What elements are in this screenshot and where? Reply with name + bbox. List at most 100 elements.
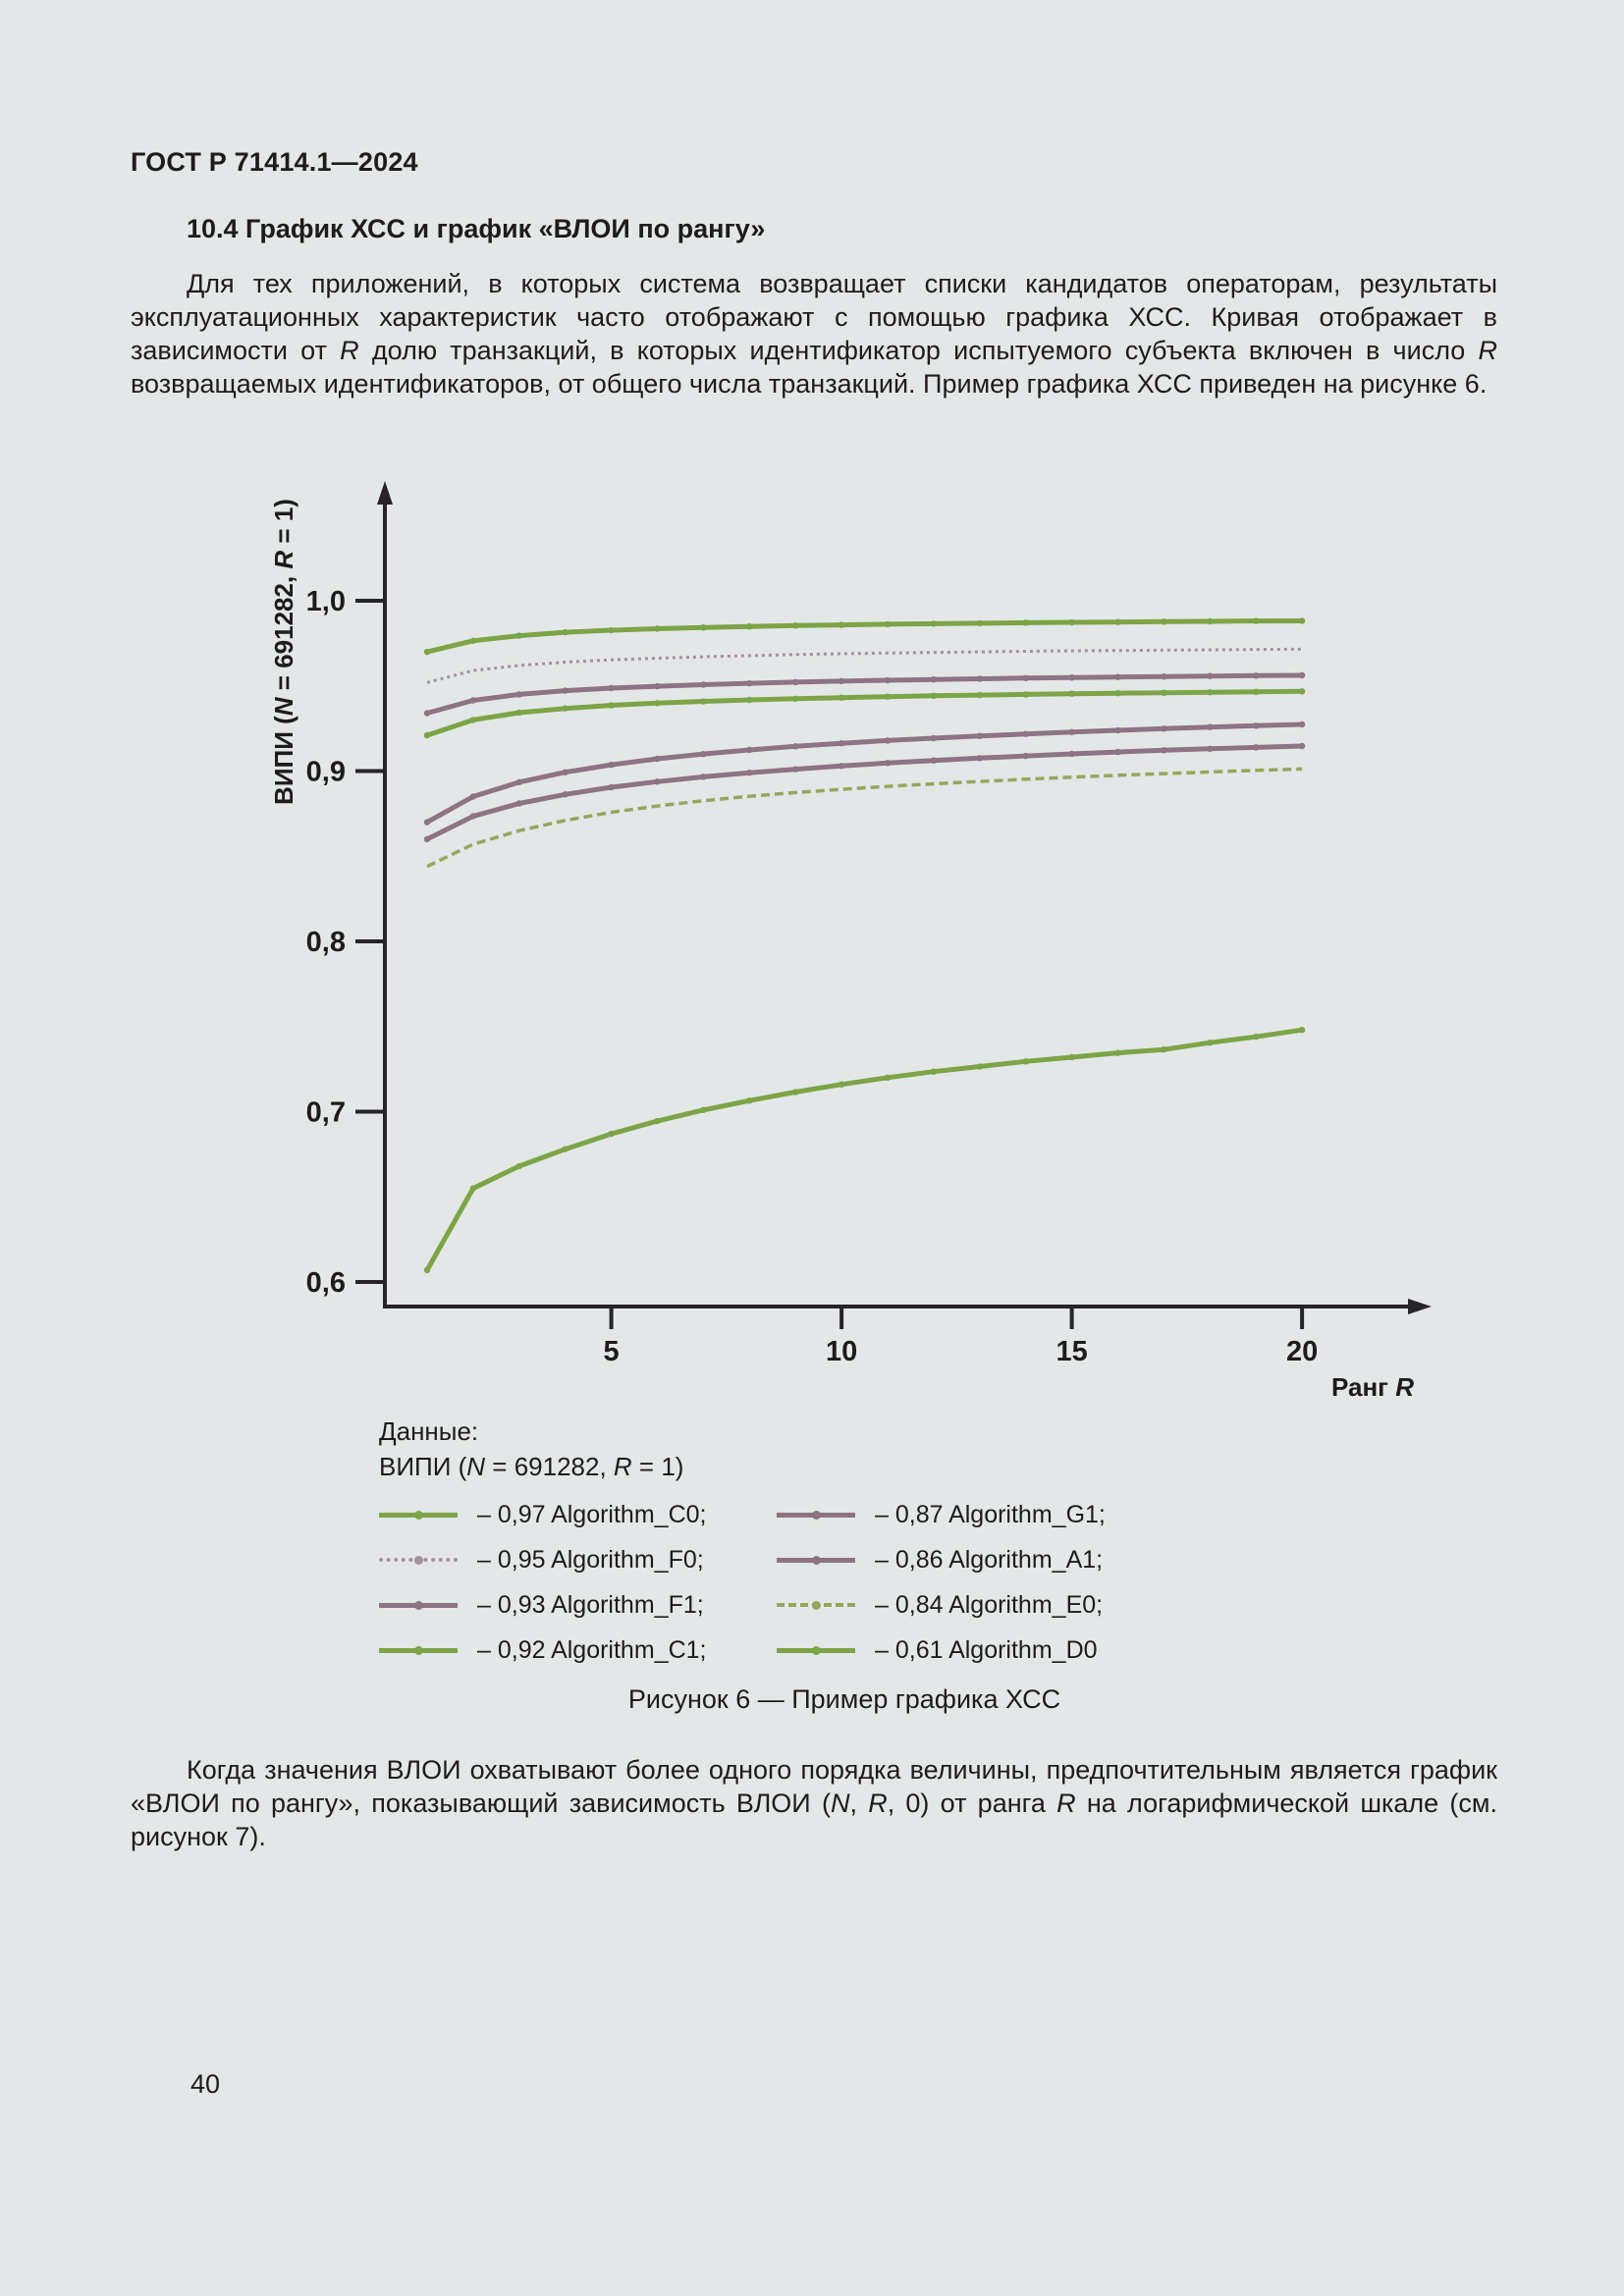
legend-item-label: – 0,95 Algorithm_F0; [477, 1545, 704, 1574]
legend-line-sample-icon [777, 1554, 855, 1566]
y-tick-label: 0,7 [306, 1097, 346, 1129]
series-point [1161, 673, 1167, 680]
y-axis-arrow-icon [377, 481, 393, 505]
series-point [1022, 691, 1029, 698]
series-point [1207, 1040, 1214, 1046]
legend-line-sample-icon [379, 1644, 458, 1656]
series-point [700, 698, 707, 705]
legend-line-sample-icon [379, 1599, 458, 1611]
series-point [884, 693, 892, 700]
series-point [1068, 1053, 1075, 1061]
series-point [838, 621, 845, 628]
legend-line-sample-icon [777, 1644, 855, 1656]
series-point [608, 702, 615, 709]
legend-item-label: – 0,97 Algorithm_C0; [477, 1500, 707, 1528]
series-point [1114, 726, 1121, 734]
series-point [608, 761, 615, 769]
series-point [515, 709, 522, 717]
series-point [515, 632, 522, 639]
series-point [838, 763, 845, 770]
legend-grid: – 0,97 Algorithm_C0; – 0,95 Algorithm_F0… [379, 1492, 1223, 1673]
series-point [884, 620, 892, 628]
y-tick-label: 0,6 [306, 1267, 346, 1299]
series-point [792, 622, 799, 629]
series-Algorithm_A1 [425, 743, 1303, 842]
series-point [976, 675, 983, 682]
series-point [515, 1162, 522, 1170]
series-Algorithm_F1 [426, 672, 1303, 716]
series-point [423, 710, 431, 717]
series-point [1253, 744, 1260, 751]
series-point [1207, 617, 1214, 625]
legend-item-label: – 0,87 Algorithm_G1; [875, 1500, 1106, 1528]
series-Algorithm_F0 [426, 647, 1303, 684]
series-point [1207, 672, 1214, 679]
series-point [654, 1117, 661, 1125]
legend-line-sample-icon [379, 1509, 458, 1521]
paragraph-2: Когда значения ВЛОИ охватывают более одн… [131, 1755, 1497, 1851]
series-point [654, 778, 661, 785]
chart-legend: Данные: ВИПИ (N = 691282, R = 1) – 0,97 … [379, 1414, 1223, 1673]
series-point [1161, 689, 1167, 696]
x-axis-label: Ранг R [1331, 1372, 1414, 1402]
series-point [608, 1130, 615, 1138]
series-point [976, 619, 983, 627]
legend-subtitle: ВИПИ (N = 691282, R = 1) [379, 1452, 684, 1481]
series-point [792, 695, 799, 702]
series-point [562, 705, 568, 712]
legend-item-label: – 0,61 Algorithm_D0 [875, 1635, 1098, 1664]
legend-title: Данные: [379, 1416, 479, 1446]
series-point [746, 696, 753, 704]
series-point [1068, 728, 1075, 735]
series-point [1114, 673, 1121, 680]
document-header: ГОСТ Р 71414.1—2024 [131, 147, 418, 177]
legend-item-algorithm-f0: – 0,95 Algorithm_F0; [379, 1537, 777, 1582]
series-point [469, 637, 477, 644]
series-point [562, 1146, 568, 1152]
legend-item-algorithm-d0: – 0,61 Algorithm_D0 [777, 1628, 1106, 1673]
series-point [700, 1106, 707, 1113]
series-point [1068, 750, 1075, 758]
series-point [1207, 688, 1214, 696]
legend-item-algorithm-f1: – 0,93 Algorithm_F1; [379, 1582, 777, 1628]
series-point [930, 675, 938, 683]
y-axis-label: ВИПИ (N = 691282, R = 1) [269, 499, 298, 805]
x-axis-arrow-icon [1408, 1299, 1432, 1314]
series-point [1253, 722, 1260, 729]
series-point [1114, 690, 1121, 697]
legend-column-right: – 0,87 Algorithm_G1; – 0,86 Algorithm_A1… [777, 1492, 1106, 1673]
series-point [515, 691, 522, 698]
series-point [792, 678, 799, 686]
legend-item-label: – 0,86 Algorithm_A1; [875, 1545, 1104, 1574]
series-Algorithm_G1 [425, 721, 1303, 825]
series-point [1298, 742, 1306, 750]
series-point [746, 746, 753, 754]
series-point [469, 1185, 477, 1192]
series-point [976, 1063, 983, 1070]
series-point [1114, 618, 1121, 625]
legend-item-algorithm-g1: – 0,87 Algorithm_G1; [777, 1492, 1106, 1537]
series-point [930, 757, 938, 764]
legend-line-sample-icon [379, 1554, 458, 1566]
series-point [746, 622, 753, 630]
figure-6-chart: 1,0 0,9 0,8 0,7 0,6 5 10 15 20 ВИПИ (N = 691282, … [236, 412, 1453, 1404]
series-point [515, 800, 522, 807]
series-point [423, 731, 431, 739]
series-point [792, 1089, 799, 1095]
series-point [562, 791, 568, 798]
legend-line-sample-icon [777, 1509, 855, 1521]
legend-item-label: – 0,93 Algorithm_F1; [477, 1590, 704, 1619]
legend-item-label: – 0,92 Algorithm_C1; [477, 1635, 707, 1664]
series-point [1161, 618, 1167, 625]
legend-line-sample-icon [777, 1599, 855, 1611]
series-point [838, 1081, 845, 1088]
series-point [1022, 619, 1029, 626]
chart-plot-area: 1,0 0,9 0,8 0,7 0,6 5 10 15 20 ВИПИ (N = 691282, … [269, 499, 1414, 1402]
series-point [1253, 688, 1260, 696]
series-point [1253, 617, 1260, 624]
series-Algorithm_C0 [426, 618, 1303, 655]
legend-item-algorithm-c1: – 0,92 Algorithm_C1; [379, 1628, 777, 1673]
series-Algorithm_C1 [426, 688, 1303, 738]
series-point [700, 774, 707, 780]
series-point [1114, 748, 1121, 756]
